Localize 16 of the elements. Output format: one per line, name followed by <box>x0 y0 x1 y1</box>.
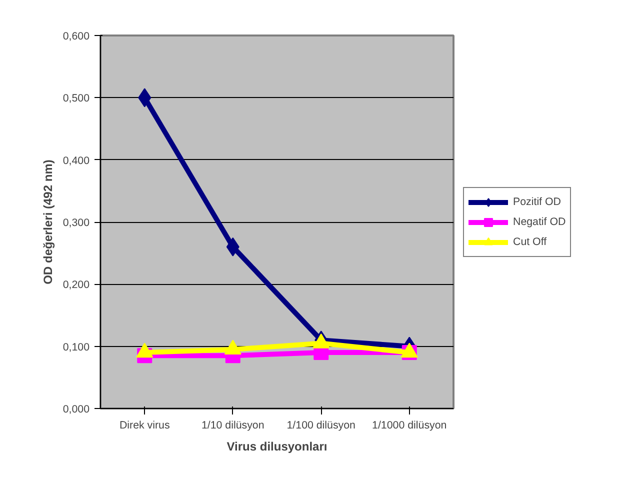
y-tick-label: 0,000 <box>62 404 90 416</box>
legend-label: Negatif OD <box>513 216 566 228</box>
y-tick-label: 0,200 <box>62 279 90 292</box>
legend-label: Pozitif OD <box>513 196 561 208</box>
y-tick-label: 0,500 <box>62 92 90 105</box>
x-tick-label: Direk virus <box>119 420 170 432</box>
legend-label: Cut Off <box>513 236 547 248</box>
y-tick-label: 0,600 <box>62 30 90 42</box>
y-axis-title: OD değerleri (492 nm) <box>40 160 55 284</box>
x-tick-label: 1/1000 dilüsyon <box>372 420 447 432</box>
x-tick-label: 1/10 dilüsyon <box>201 420 264 432</box>
x-tick-label: 1/100 dilüsyon <box>286 420 356 432</box>
y-tick-label: 0,400 <box>62 154 90 167</box>
y-tick-label: 0,100 <box>62 341 90 354</box>
y-tick-label: 0,300 <box>62 217 90 229</box>
x-axis-title: Virus dilusyonları <box>226 440 328 454</box>
